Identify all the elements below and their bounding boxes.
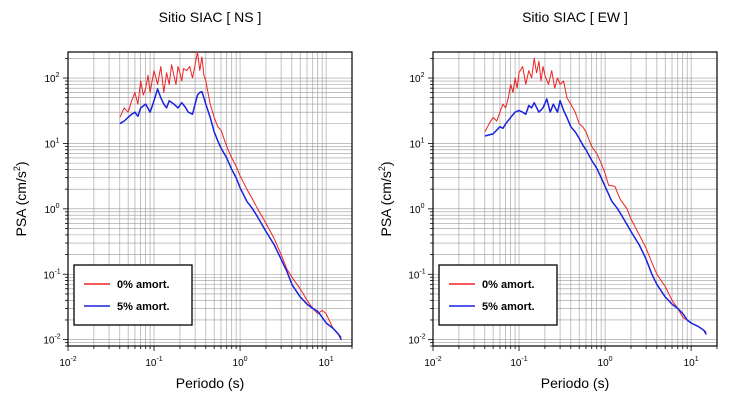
legend-box bbox=[73, 264, 193, 326]
y-tick-label: 101 bbox=[44, 137, 59, 150]
chart-title: Sitio SIAC [ EW ] bbox=[522, 9, 628, 25]
y-tick-label: 102 bbox=[44, 72, 59, 85]
x-tick-label: 10-2 bbox=[424, 356, 441, 369]
x-tick-label: 101 bbox=[684, 356, 699, 369]
legend-box bbox=[438, 264, 558, 326]
y-tick-label: 10-1 bbox=[43, 268, 60, 281]
y-tick-label: 101 bbox=[409, 137, 424, 150]
plot-frame bbox=[67, 51, 353, 347]
chart-title: Sitio SIAC [ NS ] bbox=[159, 9, 262, 25]
y-tick-label: 10-2 bbox=[43, 334, 60, 347]
legend: 0% amort. 5% amort. bbox=[438, 264, 558, 326]
y-tick-label: 102 bbox=[409, 72, 424, 85]
x-tick-label: 10-1 bbox=[510, 356, 527, 369]
series-line-damped bbox=[484, 98, 707, 335]
y-tick-label: 100 bbox=[44, 203, 59, 216]
x-tick-label: 100 bbox=[598, 356, 613, 369]
series-line-undamped bbox=[484, 57, 707, 333]
y-axis-label: PSA (cm/s2) bbox=[12, 161, 29, 236]
y-tick-label: 10-2 bbox=[408, 334, 425, 347]
chart-panel-1: Sitio SIAC [ NS ] 10-2 10-1 100 101 10-2 10-1 1… bbox=[12, 9, 353, 391]
legend-label: 5% amort. bbox=[117, 301, 170, 313]
series-line-damped bbox=[119, 88, 342, 341]
legend-label: 5% amort. bbox=[482, 301, 535, 313]
chart-panel-2: Sitio SIAC [ EW ] 10-2 10-1 100 101 10-2 10-1 1… bbox=[377, 9, 718, 391]
x-tick-label: 101 bbox=[319, 356, 334, 369]
plot-frame bbox=[432, 51, 718, 347]
series-line-undamped bbox=[119, 51, 342, 338]
x-axis-label: Periodo (s) bbox=[541, 375, 609, 391]
x-tick-label: 10-1 bbox=[145, 356, 162, 369]
legend-label: 0% amort. bbox=[117, 279, 170, 291]
x-tick-label: 100 bbox=[233, 356, 248, 369]
x-tick-label: 10-2 bbox=[59, 356, 76, 369]
y-tick-label: 10-1 bbox=[408, 268, 425, 281]
x-axis-label: Periodo (s) bbox=[176, 375, 244, 391]
legend: 0% amort. 5% amort. bbox=[73, 264, 193, 326]
y-axis-label: PSA (cm/s2) bbox=[377, 161, 394, 236]
y-tick-label: 100 bbox=[409, 203, 424, 216]
legend-label: 0% amort. bbox=[482, 279, 535, 291]
